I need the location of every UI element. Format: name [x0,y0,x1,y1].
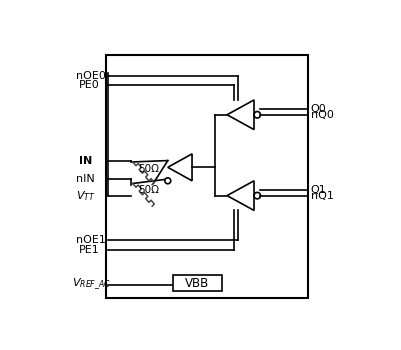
FancyBboxPatch shape [106,55,308,298]
Text: IN: IN [79,156,92,166]
FancyBboxPatch shape [173,275,222,291]
Text: nQ0: nQ0 [311,110,334,120]
Text: nOE1: nOE1 [76,235,106,245]
Text: nQ1: nQ1 [311,191,334,201]
Text: nIN: nIN [76,174,95,184]
Text: $V_{TT}$: $V_{TT}$ [76,189,96,203]
Text: Q0: Q0 [311,104,326,114]
Text: PE0: PE0 [79,80,99,90]
Text: VBB: VBB [185,277,210,290]
Text: 50Ω: 50Ω [138,164,159,174]
Text: nOE0: nOE0 [76,71,106,81]
Text: 50Ω: 50Ω [138,185,159,195]
Text: $V_{REF\_AC}$: $V_{REF\_AC}$ [72,277,111,292]
Text: PE1: PE1 [79,245,99,254]
Text: Q1: Q1 [311,185,326,195]
